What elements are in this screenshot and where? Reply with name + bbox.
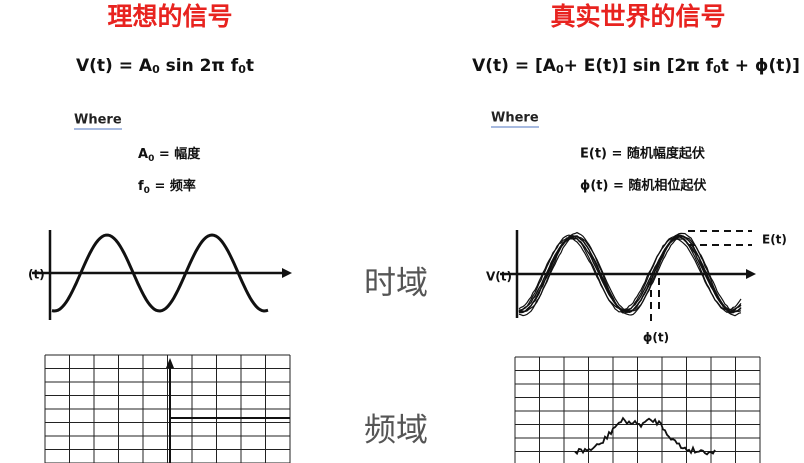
left-title: 理想的信号 [107, 2, 232, 31]
def-part: = 频率 [150, 178, 196, 194]
formula-sub: 0 [238, 63, 246, 76]
def-sub: 0 [144, 186, 150, 196]
left-time-axes [32, 230, 284, 320]
noisy-waves [518, 231, 742, 317]
formula-sub: 0 [556, 63, 564, 76]
axis-label: (t) [28, 268, 45, 282]
wave-trace [518, 231, 742, 317]
def-part: = 幅度 [154, 146, 201, 162]
left-formula: V(t) = A0 sin 2π f0t [76, 56, 254, 76]
right-title: 真实世界的信号 [550, 2, 725, 31]
where-label: Where [491, 111, 539, 126]
def-part: f [138, 179, 144, 194]
where-label: Where [74, 113, 122, 128]
definition: ϕ(t) = 随机相位起伏 [580, 178, 706, 194]
def-part: A [138, 147, 148, 162]
right-time-axes [500, 230, 748, 318]
wave-trace [518, 237, 742, 312]
formula-part: t [246, 56, 254, 76]
definition: E(t) = 随机幅度起伏 [580, 146, 705, 162]
def-sub: 0 [148, 154, 154, 164]
amplitude-label: E(t) [762, 233, 787, 247]
e-markers [650, 230, 752, 326]
right-frequency-grid [514, 356, 761, 463]
formula-part: V(t) = A [76, 56, 153, 76]
right-formula: V(t) = [A0+ E(t)] sin [2π f0t + ϕ(t)] [472, 56, 800, 76]
arrow [166, 358, 174, 368]
sine-wave [51, 233, 269, 313]
arrow [746, 269, 756, 279]
phase-label: ϕ(t) [643, 331, 669, 345]
noisy-spectrum [574, 416, 716, 456]
axis-label: V(t) [486, 270, 512, 284]
wave-trace [518, 234, 742, 314]
frequency-domain-label: 频域 [364, 411, 428, 449]
formula-sub: 0 [713, 63, 721, 76]
left-frequency-grid [44, 354, 291, 463]
definition: f0 = 频率 [138, 178, 196, 196]
formula-part: t + ϕ(t)] [721, 56, 800, 76]
formula-part: V(t) = [A [472, 56, 557, 76]
formula-part: + E(t)] sin [2π f [564, 56, 714, 76]
wave-trace [518, 237, 742, 311]
definition: A0 = 幅度 [138, 146, 201, 164]
formula-part: sin 2π f [160, 56, 239, 76]
formula-sub: 0 [152, 63, 160, 76]
arrow [282, 268, 292, 278]
time-domain-label: 时域 [364, 264, 428, 302]
